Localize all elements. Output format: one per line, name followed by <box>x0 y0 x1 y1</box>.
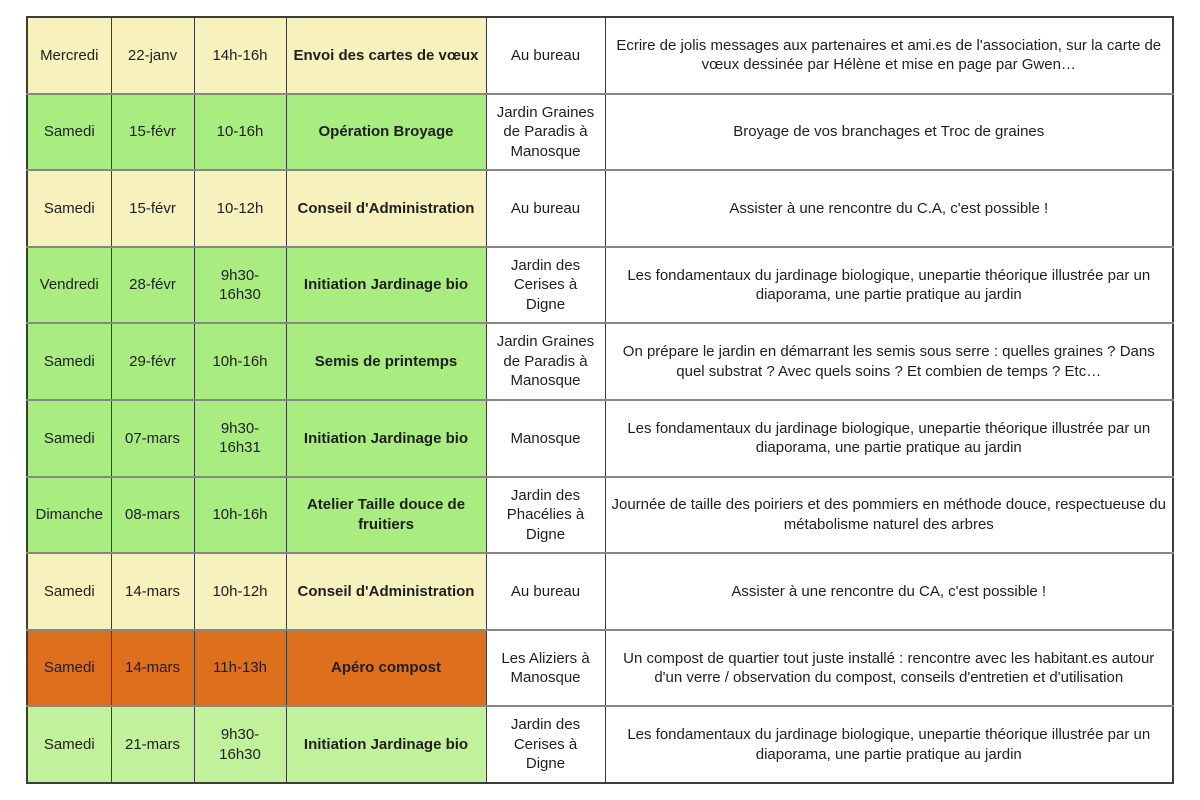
description-cell: Assister à une rencontre du C.A, c'est p… <box>604 169 1174 248</box>
date-cell: 14-mars <box>110 628 195 708</box>
date-cell: 21-mars <box>110 705 195 784</box>
table-row: Mercredi 22-janv 14h-16h Envoi des carte… <box>26 16 1174 95</box>
location-cell: Les Aliziers à Manosque <box>485 628 606 708</box>
description-cell: Les fondamentaux du jardinage biologique… <box>604 398 1174 478</box>
date-cell: 14-mars <box>110 552 195 631</box>
table-row: Vendredi 28-févr 9h30-16h30 Initiation J… <box>26 245 1174 325</box>
location-cell: Jardin des Cerises à Digne <box>485 705 606 784</box>
location-cell: Jardin Graines de Paradis à Manosque <box>485 322 606 401</box>
description-cell: Les fondamentaux du jardinage biologique… <box>604 705 1174 784</box>
day-cell: Samedi <box>26 705 112 784</box>
location-cell: Jardin des Phacélies à Digne <box>485 475 606 555</box>
event-cell: Apéro compost <box>285 628 487 708</box>
day-cell: Samedi <box>26 398 112 478</box>
table-row: Samedi 21-mars 9h30-16h30 Initiation Jar… <box>26 705 1174 784</box>
description-cell: Assister à une rencontre du CA, c'est po… <box>604 552 1174 631</box>
time-cell: 10h-12h <box>193 552 287 631</box>
time-cell: 10-12h <box>193 169 287 248</box>
event-cell: Conseil d'Administration <box>285 169 487 248</box>
date-cell: 29-févr <box>110 322 195 401</box>
date-cell: 22-janv <box>110 16 195 95</box>
day-cell: Vendredi <box>26 245 112 325</box>
description-cell: Journée de taille des poiriers et des po… <box>604 475 1174 555</box>
time-cell: 9h30-16h30 <box>193 245 287 325</box>
time-cell: 10h-16h <box>193 475 287 555</box>
time-cell: 9h30-16h30 <box>193 705 287 784</box>
events-table-body: Mercredi 22-janv 14h-16h Envoi des carte… <box>26 16 1174 784</box>
table-row: Samedi 15-févr 10-12h Conseil d'Administ… <box>26 169 1174 248</box>
time-cell: 10h-16h <box>193 322 287 401</box>
description-cell: On prépare le jardin en démarrant les se… <box>604 322 1174 401</box>
day-cell: Samedi <box>26 628 112 708</box>
event-cell: Atelier Taille douce de fruitiers <box>285 475 487 555</box>
time-cell: 11h-13h <box>193 628 287 708</box>
location-cell: Jardin des Cerises à Digne <box>485 245 606 325</box>
event-cell: Opération Broyage <box>285 92 487 172</box>
table-row: Samedi 15-févr 10-16h Opération Broyage … <box>26 92 1174 172</box>
event-cell: Initiation Jardinage bio <box>285 398 487 478</box>
event-cell: Envoi des cartes de vœux <box>285 16 487 95</box>
location-cell: Au bureau <box>485 169 606 248</box>
event-cell: Initiation Jardinage bio <box>285 245 487 325</box>
date-cell: 15-févr <box>110 92 195 172</box>
table-row: Dimanche 08-mars 10h-16h Atelier Taille … <box>26 475 1174 555</box>
day-cell: Samedi <box>26 169 112 248</box>
day-cell: Samedi <box>26 322 112 401</box>
event-cell: Conseil d'Administration <box>285 552 487 631</box>
day-cell: Samedi <box>26 92 112 172</box>
table-row: Samedi 29-févr 10h-16h Semis de printemp… <box>26 322 1174 401</box>
description-cell: Ecrire de jolis messages aux partenaires… <box>604 16 1174 95</box>
day-cell: Samedi <box>26 552 112 631</box>
date-cell: 07-mars <box>110 398 195 478</box>
date-cell: 15-févr <box>110 169 195 248</box>
date-cell: 08-mars <box>110 475 195 555</box>
description-cell: Les fondamentaux du jardinage biologique… <box>604 245 1174 325</box>
day-cell: Dimanche <box>26 475 112 555</box>
table-row: Samedi 07-mars 9h30-16h31 Initiation Jar… <box>26 398 1174 478</box>
location-cell: Au bureau <box>485 16 606 95</box>
description-cell: Un compost de quartier tout juste instal… <box>604 628 1174 708</box>
day-cell: Mercredi <box>26 16 112 95</box>
table-row: Samedi 14-mars 11h-13h Apéro compost Les… <box>26 628 1174 708</box>
description-cell: Broyage de vos branchages et Troc de gra… <box>604 92 1174 172</box>
events-schedule-table: Mercredi 22-janv 14h-16h Envoi des carte… <box>26 16 1174 784</box>
event-cell: Initiation Jardinage bio <box>285 705 487 784</box>
time-cell: 14h-16h <box>193 16 287 95</box>
location-cell: Manosque <box>485 398 606 478</box>
date-cell: 28-févr <box>110 245 195 325</box>
event-cell: Semis de printemps <box>285 322 487 401</box>
location-cell: Au bureau <box>485 552 606 631</box>
time-cell: 10-16h <box>193 92 287 172</box>
table-row: Samedi 14-mars 10h-12h Conseil d'Adminis… <box>26 552 1174 631</box>
location-cell: Jardin Graines de Paradis à Manosque <box>485 92 606 172</box>
time-cell: 9h30-16h31 <box>193 398 287 478</box>
